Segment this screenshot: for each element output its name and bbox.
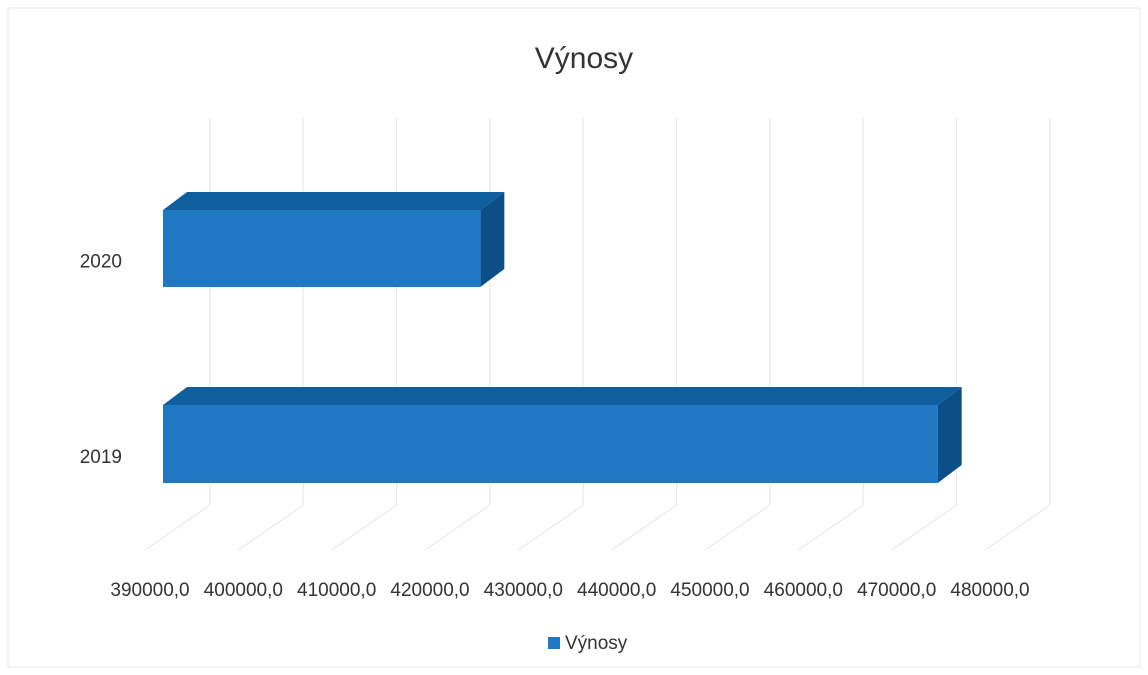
x-tick-label: 400000,0 (204, 580, 283, 601)
floor-grid-line (704, 504, 771, 551)
bar (163, 405, 938, 483)
floor-grid-line (611, 504, 677, 551)
x-tick-label: 480000,0 (950, 580, 1029, 601)
floor-grid-line (238, 504, 304, 551)
legend-swatch (548, 637, 560, 649)
chart-title: Výnosy (535, 42, 633, 75)
bar-top (163, 387, 962, 405)
x-tick-label: 440000,0 (577, 580, 656, 601)
x-tick-label: 460000,0 (764, 580, 843, 601)
x-tick-label: 450000,0 (670, 580, 749, 601)
bar (163, 210, 481, 287)
y-tick-label: 2019 (80, 447, 122, 468)
x-tick-label: 430000,0 (484, 580, 563, 601)
legend-label: Výnosy (565, 633, 628, 654)
x-tick-label: 470000,0 (857, 580, 936, 601)
floor-grid-line (331, 504, 397, 551)
floor-grid-line (424, 504, 491, 551)
chart-frame (7, 7, 1141, 668)
floor-grid-line (518, 504, 584, 551)
x-tick-label: 410000,0 (297, 580, 376, 601)
bar-side (937, 387, 962, 483)
floor-grid-line (891, 504, 957, 551)
bar-side (480, 192, 505, 287)
floor-grid-line (798, 504, 864, 551)
x-tick-label: 390000,0 (110, 580, 189, 601)
bar-top (163, 192, 505, 210)
x-tick-label: 420000,0 (390, 580, 469, 601)
floor-grid-line (984, 504, 1051, 551)
floor-grid-line (144, 504, 211, 551)
y-tick-label: 2020 (80, 252, 122, 273)
